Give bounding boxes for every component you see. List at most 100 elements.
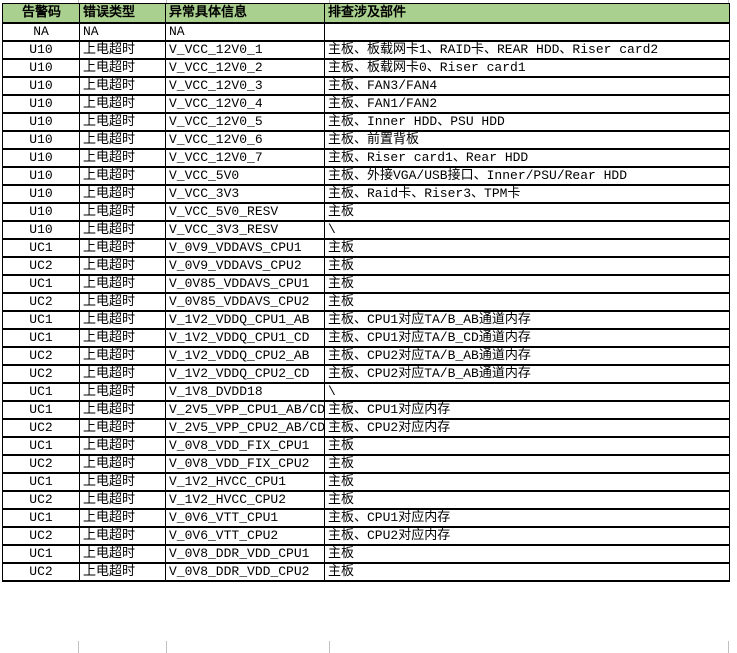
- cell-error-type: 上电超时: [79, 58, 166, 78]
- table-body: NA NA NA U10 上电超时 V_VCC_12V0_1 主板、板载网卡1、…: [2, 22, 730, 582]
- table-row: UC2 上电超时 V_1V2_HVCC_CPU2 主板: [2, 490, 730, 510]
- cell-alarm-code: UC2: [2, 454, 80, 474]
- cell-parts: 主板、Raid卡、Riser3、TPM卡: [324, 184, 730, 204]
- cell-error-type: 上电超时: [79, 112, 166, 132]
- cell-signal-name: V_0V85_VDDAVS_CPU1: [165, 274, 325, 294]
- table-row: UC2 上电超时 V_0V8_VDD_FIX_CPU2 主板: [2, 454, 730, 474]
- cell-error-type: 上电超时: [79, 328, 166, 348]
- table-row: NA NA NA: [2, 22, 730, 42]
- table-row: UC1 上电超时 V_0V8_VDD_FIX_CPU1 主板: [2, 436, 730, 456]
- cell-alarm-code: UC1: [2, 328, 80, 348]
- cell-alarm-code: U10: [2, 184, 80, 204]
- cell-parts: 主板、外接VGA/USB接口、Inner/PSU/Rear HDD: [324, 166, 730, 186]
- cell-signal-name: V_1V2_HVCC_CPU1: [165, 472, 325, 492]
- cell-signal-name: V_0V6_VTT_CPU1: [165, 508, 325, 528]
- table-row: U10 上电超时 V_VCC_3V3_RESV \: [2, 220, 730, 240]
- table-row: UC1 上电超时 V_1V2_VDDQ_CPU1_AB 主板、CPU1对应TA/…: [2, 310, 730, 330]
- cell-error-type: 上电超时: [79, 490, 166, 510]
- gridline-stub: [329, 641, 330, 653]
- cell-parts: 主板、CPU1对应内存: [324, 400, 730, 420]
- column-header-fault-info: 异常具体信息: [165, 3, 325, 24]
- table-row: U10 上电超时 V_VCC_12V0_7 主板、Riser card1、Rea…: [2, 148, 730, 168]
- cell-parts: 主板: [324, 436, 730, 456]
- table-row: U10 上电超时 V_VCC_12V0_6 主板、前置背板: [2, 130, 730, 150]
- cell-error-type: 上电超时: [79, 310, 166, 330]
- cell-error-type: 上电超时: [79, 292, 166, 312]
- gridline-stub: [329, 0, 330, 4]
- table-row: U10 上电超时 V_VCC_3V3 主板、Raid卡、Riser3、TPM卡: [2, 184, 730, 204]
- cell-parts: 主板、CPU2对应内存: [324, 418, 730, 438]
- table-row: U10 上电超时 V_VCC_12V0_5 主板、Inner HDD、PSU H…: [2, 112, 730, 132]
- cell-alarm-code: UC2: [2, 256, 80, 276]
- cell-error-type: 上电超时: [79, 220, 166, 240]
- table-row: UC1 上电超时 V_1V8_DVDD18 \: [2, 382, 730, 402]
- cell-signal-name: NA: [165, 22, 325, 42]
- cell-alarm-code: UC1: [2, 238, 80, 258]
- cell-alarm-code: U10: [2, 202, 80, 222]
- cell-parts: \: [324, 382, 730, 402]
- table-row: UC2 上电超时 V_0V9_VDDAVS_CPU2 主板: [2, 256, 730, 276]
- cell-signal-name: V_VCC_3V3_RESV: [165, 220, 325, 240]
- table-row: UC1 上电超时 V_1V2_VDDQ_CPU1_CD 主板、CPU1对应TA/…: [2, 328, 730, 348]
- cell-signal-name: V_1V2_VDDQ_CPU2_AB: [165, 346, 325, 366]
- table-row: U10 上电超时 V_VCC_12V0_2 主板、板载网卡0、Riser car…: [2, 58, 730, 78]
- cell-error-type: 上电超时: [79, 562, 166, 582]
- cell-error-type: 上电超时: [79, 436, 166, 456]
- cell-signal-name: V_0V8_DDR_VDD_CPU1: [165, 544, 325, 564]
- cell-parts: [324, 22, 730, 42]
- cell-parts: 主板: [324, 454, 730, 474]
- cell-alarm-code: U10: [2, 112, 80, 132]
- table-row: UC2 上电超时 V_1V2_VDDQ_CPU2_CD 主板、CPU2对应TA/…: [2, 364, 730, 384]
- cell-signal-name: V_VCC_12V0_7: [165, 148, 325, 168]
- cell-signal-name: V_VCC_5V0_RESV: [165, 202, 325, 222]
- column-header-alarm-code: 告警码: [2, 3, 80, 24]
- cell-alarm-code: UC2: [2, 418, 80, 438]
- cell-signal-name: V_VCC_12V0_4: [165, 94, 325, 114]
- cell-parts: 主板、Riser card1、Rear HDD: [324, 148, 730, 168]
- cell-alarm-code: UC2: [2, 562, 80, 582]
- cell-alarm-code: UC2: [2, 490, 80, 510]
- cell-parts: 主板: [324, 544, 730, 564]
- cell-signal-name: V_0V9_VDDAVS_CPU1: [165, 238, 325, 258]
- table-row: U10 上电超时 V_VCC_5V0_RESV 主板: [2, 202, 730, 222]
- cell-parts: 主板、前置背板: [324, 130, 730, 150]
- cell-signal-name: V_0V8_DDR_VDD_CPU2: [165, 562, 325, 582]
- cell-error-type: 上电超时: [79, 166, 166, 186]
- cell-parts: 主板、CPU2对应内存: [324, 526, 730, 546]
- cell-parts: 主板: [324, 256, 730, 276]
- cell-signal-name: V_0V8_VDD_FIX_CPU1: [165, 436, 325, 456]
- cell-alarm-code: U10: [2, 130, 80, 150]
- table-row: UC2 上电超时 V_0V6_VTT_CPU2 主板、CPU2对应内存: [2, 526, 730, 546]
- cell-parts: 主板: [324, 238, 730, 258]
- cell-signal-name: V_1V2_VDDQ_CPU1_AB: [165, 310, 325, 330]
- cell-parts: 主板: [324, 292, 730, 312]
- cell-alarm-code: UC1: [2, 508, 80, 528]
- cell-error-type: 上电超时: [79, 256, 166, 276]
- table-row: UC2 上电超时 V_2V5_VPP_CPU2_AB/CD 主板、CPU2对应内…: [2, 418, 730, 438]
- cell-alarm-code: U10: [2, 76, 80, 96]
- cell-parts: 主板、CPU2对应TA/B_AB通道内存: [324, 346, 730, 366]
- cell-error-type: 上电超时: [79, 202, 166, 222]
- cell-signal-name: V_0V9_VDDAVS_CPU2: [165, 256, 325, 276]
- cell-signal-name: V_0V8_VDD_FIX_CPU2: [165, 454, 325, 474]
- cell-error-type: 上电超时: [79, 418, 166, 438]
- table-row: UC1 上电超时 V_1V2_HVCC_CPU1 主板: [2, 472, 730, 492]
- cell-parts: 主板: [324, 490, 730, 510]
- cell-parts: 主板: [324, 562, 730, 582]
- cell-signal-name: V_VCC_12V0_6: [165, 130, 325, 150]
- cell-signal-name: V_0V6_VTT_CPU2: [165, 526, 325, 546]
- cell-alarm-code: UC1: [2, 382, 80, 402]
- gridline-stub: [166, 0, 167, 4]
- power-fault-table: 告警码 错误类型 异常具体信息 排查涉及部件 NA NA NA U10 上电超时…: [2, 3, 730, 582]
- table-row: UC1 上电超时 V_2V5_VPP_CPU1_AB/CD 主板、CPU1对应内…: [2, 400, 730, 420]
- table-row: U10 上电超时 V_VCC_12V0_4 主板、FAN1/FAN2: [2, 94, 730, 114]
- cell-alarm-code: UC2: [2, 346, 80, 366]
- cell-error-type: 上电超时: [79, 148, 166, 168]
- cell-error-type: 上电超时: [79, 364, 166, 384]
- cell-error-type: 上电超时: [79, 508, 166, 528]
- header-row: 告警码 错误类型 异常具体信息 排查涉及部件: [2, 3, 730, 24]
- gridline-stub: [728, 0, 729, 4]
- cell-alarm-code: UC1: [2, 274, 80, 294]
- cell-alarm-code: UC1: [2, 400, 80, 420]
